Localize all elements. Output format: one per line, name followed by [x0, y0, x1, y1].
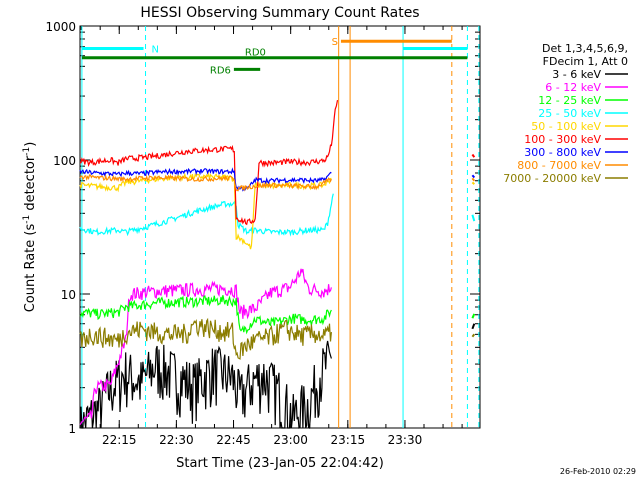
legend-entry-label: 12 - 25 keV: [538, 94, 601, 107]
x-tick-label: 23:15: [331, 433, 366, 447]
y-tick-label: 1: [68, 422, 76, 436]
x-tick-label: 22:15: [102, 433, 137, 447]
series-line: [79, 167, 332, 192]
series-late-segment: [471, 323, 476, 330]
series-line: [79, 193, 334, 237]
legend-entry-label: 50 - 100 keV: [531, 120, 601, 133]
legend-header: FDecim 1, Att 0: [543, 55, 628, 68]
y-label-sup1: -1: [22, 215, 32, 224]
y-tick-label: 100: [53, 154, 76, 168]
x-axis-label: Start Time (23-Jan-05 22:04:42): [176, 456, 384, 471]
series-late-segment: [471, 174, 476, 179]
y-label-main: Count Rate (s: [23, 224, 38, 313]
x-axis-ticks: 22:15 22:30 22:45 23:00 23:15 23:30: [80, 26, 463, 447]
y-label-sup2: -1: [22, 147, 32, 156]
plot-area: 22:15 22:30 22:45 23:00 23:15 23:30 1 10 100 100…: [45, 20, 481, 447]
y-label-mid: detector: [23, 155, 38, 215]
x-tick-label: 23:00: [273, 433, 308, 447]
y-label-end: ): [23, 142, 38, 147]
flag-label: RD0: [245, 48, 266, 59]
y-axis-label: Count Rate (s-1 detector-1): [22, 142, 38, 313]
legend-entry-label: 7000 - 20000 keV: [503, 172, 601, 185]
y-tick-label: 1000: [45, 20, 76, 34]
legend-entry-label: 25 - 50 keV: [538, 107, 601, 120]
series-line: [79, 340, 332, 429]
legend: Det 1,3,4,5,6,9,FDecim 1, Att 03 - 6 keV…: [503, 42, 628, 185]
legend-header: Det 1,3,4,5,6,9,: [542, 42, 628, 55]
x-tick-label: 22:45: [216, 433, 251, 447]
series-line: [79, 173, 332, 192]
x-tick-label: 22:30: [159, 433, 194, 447]
series-late-segment: [471, 214, 476, 222]
legend-entry-label: 3 - 6 keV: [552, 68, 601, 81]
series-line: [80, 99, 339, 226]
timestamp: 26-Feb-2010 02:29: [560, 467, 636, 476]
series-late-segment: [471, 153, 476, 158]
legend-entry-label: 100 - 300 keV: [524, 133, 601, 146]
series-late-segment: [471, 333, 476, 338]
series-late-segment: [471, 177, 476, 182]
x-tick-label: 23:30: [388, 433, 423, 447]
chart-title: HESSI Observing Summary Count Rates: [140, 5, 419, 21]
flag-label: S: [332, 37, 338, 48]
flag-label: N: [152, 44, 159, 55]
vertical-markers: [81, 26, 480, 428]
status-flags: N S RD0 RD6: [81, 37, 468, 76]
series-late-segment: [471, 313, 476, 319]
series-line: [79, 295, 332, 335]
series-line: [79, 317, 332, 360]
flag-label: RD6: [210, 65, 231, 76]
legend-entry-label: 300 - 800 keV: [524, 146, 601, 159]
y-tick-label: 10: [61, 288, 76, 302]
legend-entry-label: 6 - 12 keV: [545, 81, 601, 94]
plot-frame: [79, 25, 481, 429]
series-late-segment: [471, 181, 475, 185]
series-lines: [79, 99, 476, 429]
legend-entry-label: 800 - 7000 keV: [517, 159, 601, 172]
